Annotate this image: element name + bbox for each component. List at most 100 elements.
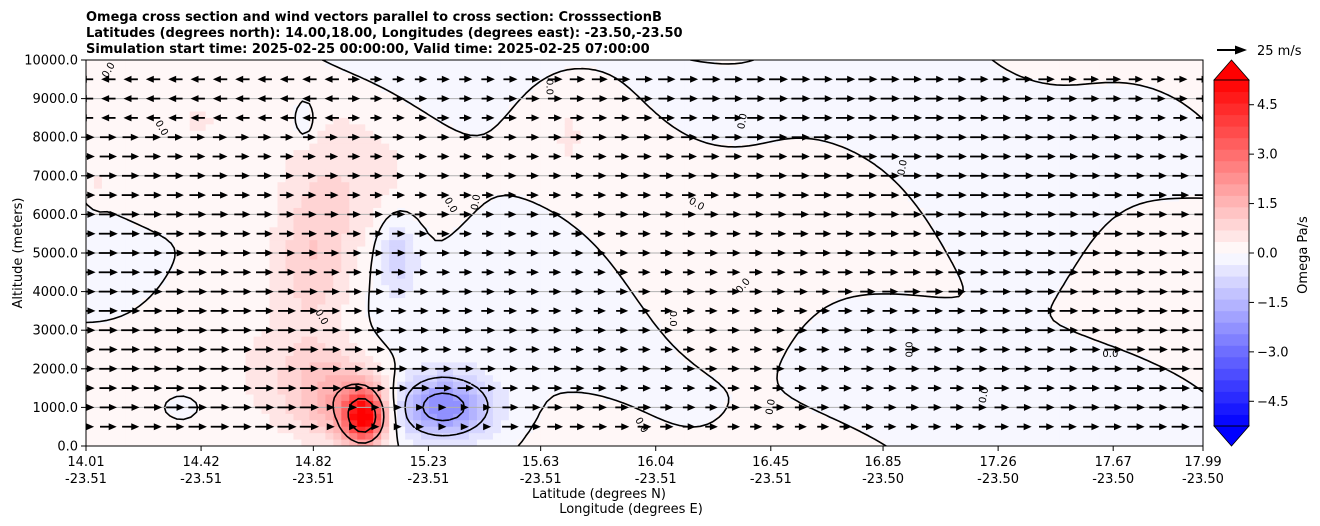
omega-cell (389, 259, 398, 267)
omega-cell (333, 79, 342, 87)
omega-cell (221, 368, 231, 376)
omega-cell (556, 150, 566, 158)
omega-cell (445, 72, 454, 80)
omega-cell (644, 117, 654, 125)
omega-cell (484, 259, 494, 267)
omega-cell (740, 349, 749, 357)
omega-cell (333, 92, 342, 100)
omega-cell (205, 246, 215, 254)
omega-cell (620, 143, 630, 151)
omega-cell (445, 188, 454, 196)
omega-cell (285, 272, 295, 280)
omega-cell (293, 439, 303, 446)
omega-cell (125, 195, 135, 203)
omega-cell (732, 227, 741, 235)
omega-cell (692, 60, 701, 68)
omega-cell (141, 92, 151, 100)
omega-cell (117, 330, 127, 338)
omega-cell (716, 220, 725, 228)
omega-cell (301, 156, 310, 164)
omega-cell (676, 150, 685, 158)
omega-cell (524, 130, 534, 138)
omega-cell (261, 426, 271, 434)
omega-cell (596, 298, 606, 306)
omega-cell (389, 92, 398, 100)
omega-cell (397, 227, 406, 235)
omega-cell (181, 233, 191, 241)
omega-cell (429, 117, 438, 125)
omega-cell (429, 278, 438, 286)
omega-cell (508, 323, 518, 331)
omega-cell (181, 98, 191, 106)
omega-cell (285, 413, 295, 421)
omega-cell (133, 253, 143, 261)
omega-cell (357, 298, 366, 306)
omega-cell (341, 272, 350, 280)
omega-cell (492, 381, 502, 389)
omega-cell (572, 246, 582, 254)
omega-cell (165, 98, 175, 106)
omega-cell (612, 278, 622, 286)
omega-cell (357, 220, 366, 228)
omega-cell (564, 355, 574, 363)
omega-cell (149, 362, 159, 370)
omega-cell (125, 214, 135, 222)
omega-cell (189, 394, 199, 402)
omega-cell (373, 220, 382, 228)
omega-cell (516, 336, 526, 344)
omega-cell (548, 368, 558, 376)
omega-cell (365, 323, 374, 331)
omega-cell (532, 124, 542, 132)
omega-cell (261, 349, 271, 357)
omega-cell (468, 175, 478, 183)
omega-cell (692, 349, 701, 357)
omega-cell (197, 169, 207, 177)
omega-cell (93, 426, 103, 434)
omega-cell (492, 169, 502, 177)
omega-cell (157, 349, 167, 357)
omega-cell (612, 375, 622, 383)
omega-cell (644, 143, 654, 151)
omega-cell (692, 66, 701, 74)
omega-cell (261, 253, 271, 261)
omega-cell (684, 336, 693, 344)
omega-cell (237, 355, 247, 363)
omega-cell (445, 201, 454, 209)
omega-cell (516, 137, 526, 145)
omega-cell (652, 298, 662, 306)
omega-cell (556, 233, 566, 241)
omega-cell (309, 439, 318, 446)
omega-cell (149, 304, 159, 312)
omega-cell (516, 278, 526, 286)
omega-cell (325, 394, 334, 402)
omega-cell (596, 137, 606, 145)
omega-cell (612, 79, 622, 87)
omega-cell (181, 188, 191, 196)
omega-cell (604, 259, 614, 267)
omega-cell (492, 201, 502, 209)
omega-cell (157, 317, 167, 325)
omega-cell (157, 124, 167, 132)
omega-cell (676, 214, 685, 222)
omega-cell (269, 298, 279, 306)
omega-cell (389, 265, 398, 273)
omega-cell (580, 310, 590, 318)
omega-cell (413, 343, 422, 351)
omega-cell (556, 291, 566, 299)
omega-cell (676, 362, 685, 370)
omega-cell (125, 207, 135, 215)
omega-cell (245, 195, 255, 203)
omega-cell (181, 433, 191, 441)
omega-cell (524, 259, 534, 267)
omega-cell (309, 285, 318, 293)
omega-cell (516, 265, 526, 273)
omega-cell (381, 79, 390, 87)
omega-cell (580, 394, 590, 402)
omega-cell (540, 336, 550, 344)
omega-cell (325, 298, 334, 306)
omega-cell (492, 111, 502, 119)
omega-cell (636, 117, 646, 125)
omega-cell (516, 92, 526, 100)
omega-cell (612, 60, 622, 68)
omega-cell (253, 240, 263, 248)
